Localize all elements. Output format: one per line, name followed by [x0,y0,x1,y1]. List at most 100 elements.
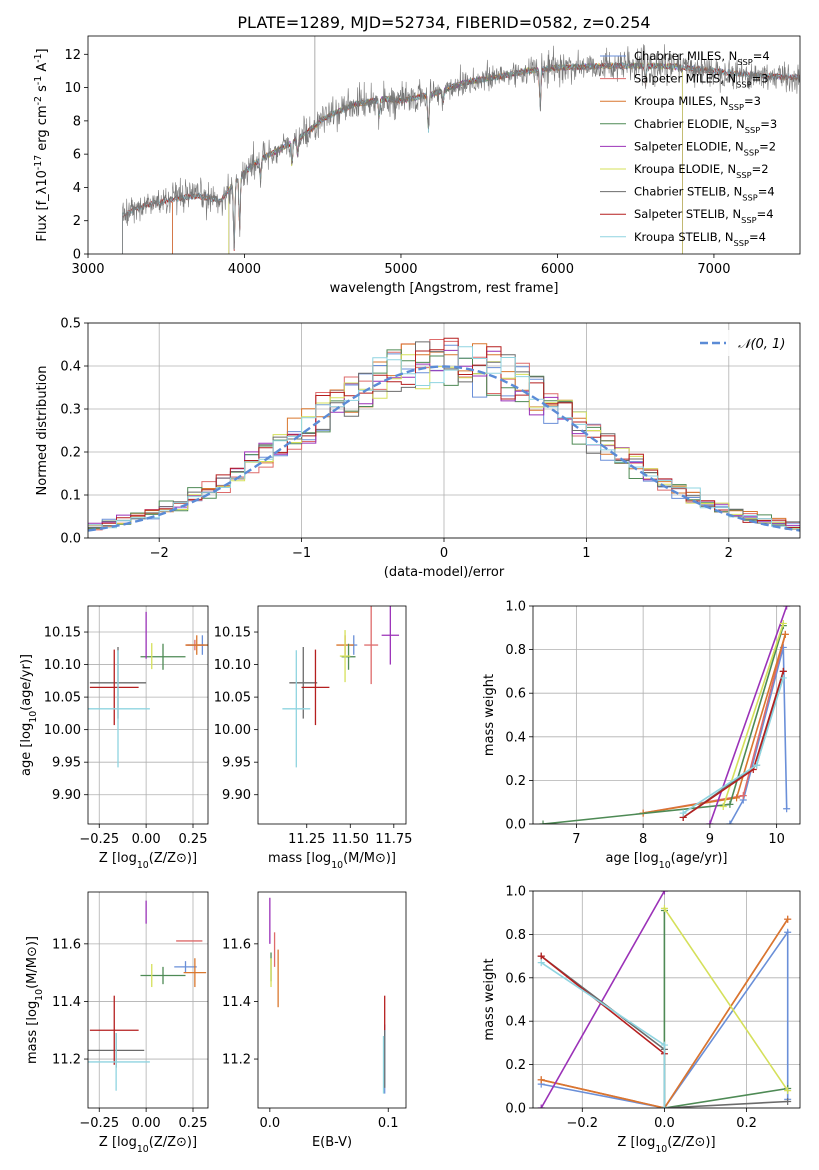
x-tick-label: 1 [582,546,590,561]
y-tick-label: 12 [64,48,81,63]
legend-label: Kroupa STELIB, NSSP=4 [634,230,766,248]
x-tick-label: 0.00 [132,832,161,847]
y-tick-label: 0.0 [505,1102,526,1117]
y-tick-label: 0.4 [505,730,526,745]
y-tick-label: 1.0 [505,885,526,900]
legend-label: Chabrier ELODIE, NSSP=3 [634,117,777,135]
x-axis-label: Z [log10(Z/Z⊙)] [617,1135,715,1155]
x-tick-label: 8 [639,832,647,847]
y-tick-label: 6 [73,148,81,163]
residual-histogram-step [88,337,800,528]
x-tick-label: 6000 [541,262,574,277]
plot-area [269,897,386,1094]
x-tick-label: 0.25 [179,1116,208,1131]
mass-weight-marker [660,1104,668,1108]
x-tick-label: 0.0 [654,1116,675,1131]
x-tick-label: 7000 [697,262,730,277]
y-tick-label: 0.8 [505,928,526,943]
y-tick-label: 11.4 [222,995,251,1010]
x-tick-label: 0.00 [132,1116,161,1131]
y-tick-label: 0.4 [60,360,81,375]
y-axis-label: age [log10(age/yr)] [19,654,39,776]
plot-area [88,611,208,768]
x-tick-label: 11.50 [332,832,369,847]
mass-weight-line [729,647,788,824]
y-tick-label: 0.1 [60,489,81,504]
mass-weight-line [722,623,785,807]
x-axis-label: mass [log10(M/M⊙)] [268,851,396,871]
x-tick-label: 0.0 [259,1116,280,1131]
y-axis-label: mass weight [482,958,497,1040]
y-tick-label: 10.15 [44,626,81,641]
axes-frame [87,35,801,255]
mass-weight-line [541,918,789,1108]
legend-label: Salpeter ELODIE, NSSP=2 [634,139,776,157]
y-tick-label: 11.6 [222,937,251,952]
mass-vs-Z-axes: −0.25 0.00 0.25 11.2 11.4 11.6 Z [log10(Z/Z⊙)]… [25,891,209,1155]
legend-label: Chabrier MILES, NSSP=4 [634,49,770,67]
y-tick-label: 0.6 [505,687,526,702]
x-tick-label: 3000 [71,262,104,277]
axes-frame [87,891,209,1109]
y-axis-label: Flux [f_λ10-17 erg cm-2 s-1 A-1] [33,48,51,241]
y-tick-label: 11.6 [52,937,81,952]
y-tick-label: 10.15 [214,626,251,641]
normal-reference-curve [88,365,800,532]
y-tick-label: 0 [73,248,81,263]
mass-weight-marker [719,803,727,811]
x-tick-label: −1 [292,546,311,561]
mass-weight-line [540,891,666,1108]
y-tick-label: 10 [64,81,81,96]
y-tick-label: 10.10 [44,658,81,673]
mass-weight-marker [733,794,741,802]
weight-vs-Z-axes: −0.2 0.0 0.2 0.0 0.2 0.4 0.6 0.8 1.0 Z [log10(Z/Z… [482,885,801,1155]
plot-area [88,337,800,532]
mass-weight-marker [779,619,787,627]
mass-weight-marker [726,820,734,824]
mass-weight-marker [679,809,687,817]
y-tick-label: 2 [73,214,81,229]
mass-weight-marker [784,1097,792,1105]
spectrum-legend: Chabrier MILES, NSSP=4 Salpeter MILES, NS… [600,49,777,248]
mass-weight-marker [539,820,547,824]
x-tick-label: −0.25 [79,832,119,847]
y-tick-label: 10.05 [44,691,81,706]
mass-weight-marker [779,667,787,675]
y-tick-label: 10.00 [214,723,251,738]
spectrum-axes: 3000 4000 5000 6000 7000 0 2 4 6 8 10 12 wavelength … [33,13,801,296]
y-tick-label: 0.2 [505,774,526,789]
axes-frame [257,605,407,825]
axes-frame [257,891,407,1109]
residual-axes: −2 −1 0 1 2 0.0 0.1 0.2 0.3 0.4 0.5 (data-model)/er… [35,317,801,580]
mass-weight-marker [537,1104,545,1108]
x-tick-label: 9 [706,832,714,847]
x-tick-label: 5000 [384,262,417,277]
x-axis-label: (data-model)/error [384,565,505,580]
x-axis-label: age [log10(age/yr)] [606,851,728,871]
x-tick-label: 4000 [228,262,261,277]
y-axis-label: mass [log10(M/M⊙)] [25,936,45,1064]
y-tick-label: 0.2 [505,1058,526,1073]
legend-label: Kroupa MILES, NSSP=3 [634,94,761,112]
legend-label: Kroupa ELODIE, NSSP=2 [634,162,769,180]
x-tick-label: 11.75 [375,832,412,847]
y-tick-label: 4 [73,181,81,196]
y-tick-label: 0.0 [60,532,81,547]
axes-frame [87,605,209,825]
legend-label: Salpeter STELIB, NSSP=4 [634,207,774,225]
plot-area [122,36,800,254]
mass-weight-marker [537,959,545,967]
x-tick-label: 0.2 [736,1116,757,1131]
mass-weight-line [540,955,665,1055]
y-tick-label: 10.00 [44,723,81,738]
y-tick-label: 0.2 [60,446,81,461]
axes-frame [87,322,801,539]
x-tick-label: 0.1 [378,1116,399,1131]
x-tick-label: 7 [572,832,580,847]
mass-weight-marker [781,630,789,638]
chart-title: PLATE=1289, MJD=52734, FIBERID=0582, z=0… [237,13,650,32]
mass-weight-marker [706,820,714,824]
y-tick-label: 9.90 [52,788,81,803]
mass-weight-marker [784,928,792,936]
plot-area [282,606,400,768]
